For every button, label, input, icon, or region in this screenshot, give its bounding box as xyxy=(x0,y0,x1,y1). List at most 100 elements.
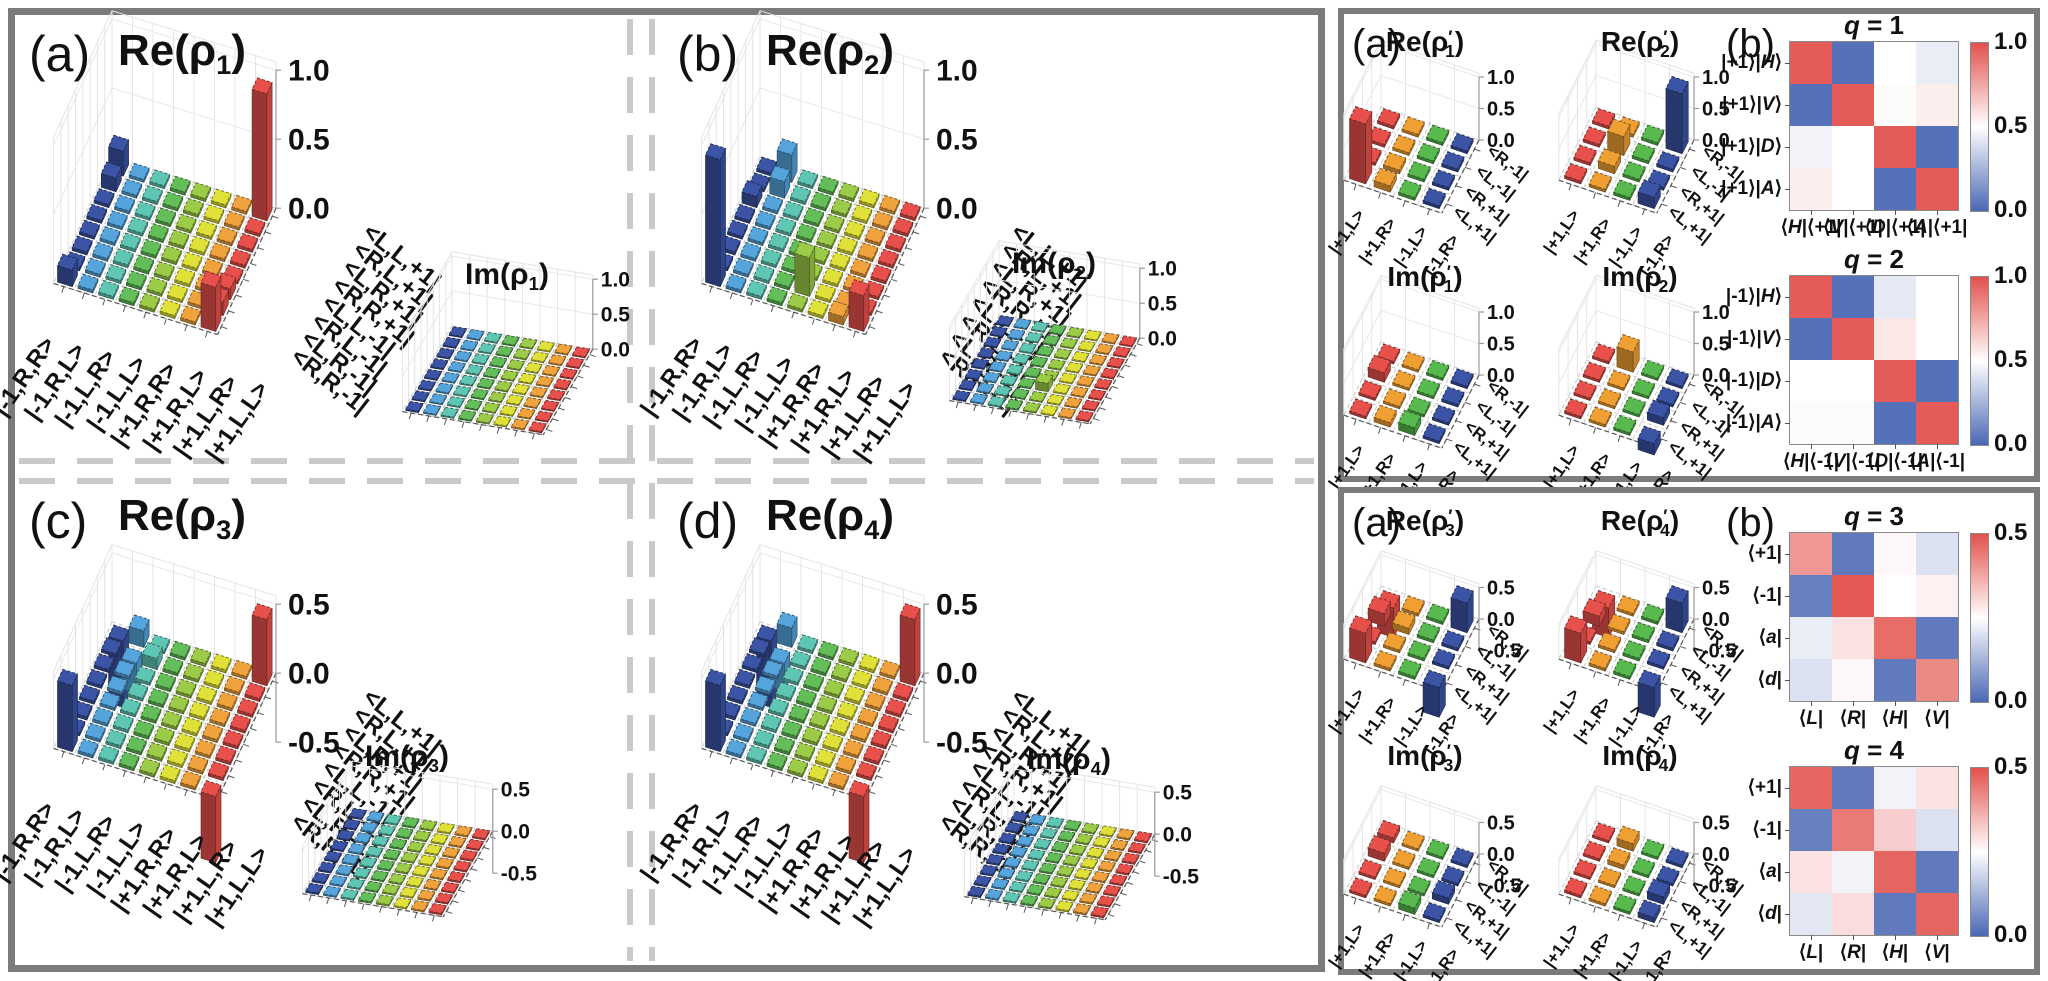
heatmap-col-label: ⟨D|⟨+1| xyxy=(1864,217,1926,238)
heatmap-col-label: ⟨H| xyxy=(1881,708,1909,729)
heatmap-row-tick xyxy=(1785,914,1790,915)
heatmap-cell xyxy=(1790,809,1832,851)
colorbar xyxy=(1970,767,1989,937)
colorbar-tick-label: 0.5 xyxy=(1994,519,2028,546)
heatmap-cell xyxy=(1790,84,1832,126)
heatmap-row-tick xyxy=(1785,105,1790,106)
heatmap-cell xyxy=(1874,617,1916,659)
heatmap-cell xyxy=(1832,809,1874,851)
reduced-matrix-3d-charts-top: 1.00.50.0|+1,L>|+1,R>|-1,L>|-1,R><R,-1|<… xyxy=(1325,26,1747,515)
heatmap-row-label: ⟨a| xyxy=(1758,861,1782,882)
heatmap-row-label: |+1⟩|V⟩ xyxy=(1722,94,1782,115)
divider-horizontal-1 xyxy=(19,458,1314,464)
z-axis-tick-label: 0.5 xyxy=(1702,813,1730,835)
heatmap-col-label: ⟨L| xyxy=(1798,708,1824,729)
heatmap-col-tick xyxy=(1853,210,1854,215)
heatmap-row-label: ⟨-1| xyxy=(1752,585,1782,606)
heatmap-row-tick xyxy=(1785,189,1790,190)
chart-title: Re(ρ′ 1) xyxy=(1386,26,1464,61)
heatmap-row-label: |-1⟩|H⟩ xyxy=(1725,286,1782,307)
heatmap-cell xyxy=(1916,533,1958,575)
chart-title: Re(ρ′ 3) xyxy=(1386,505,1464,540)
colorbar-tick-label: 0.5 xyxy=(1994,346,2028,373)
heatmap-col-label: ⟨V| xyxy=(1924,708,1950,729)
heatmap-cell xyxy=(1790,42,1832,84)
heatmap-cell xyxy=(1874,533,1916,575)
heatmap-col-label: ⟨A|⟨-1| xyxy=(1908,451,1966,472)
heatmap-row-label: ⟨d| xyxy=(1757,903,1782,924)
heatmap-cell xyxy=(1916,767,1958,809)
chart-im_p4: 0.50.0-0.5|+1,L>|+1,R>|-1,L>|-1,R><R,-1|… xyxy=(1540,740,1747,981)
heatmap-row-tick xyxy=(1785,872,1790,873)
chart-title: Re(ρ4) xyxy=(766,491,894,545)
heatmap-col-tick xyxy=(1895,210,1896,215)
heatmap-cell xyxy=(1874,659,1916,701)
heatmap-cell xyxy=(1832,659,1874,701)
heatmap-cell xyxy=(1874,893,1916,935)
heatmap-cell xyxy=(1874,575,1916,617)
heatmap-cell xyxy=(1874,767,1916,809)
chart-title: Im(ρ2) xyxy=(1012,247,1096,283)
chart-im_c: 0.5 0.0 -0.5 Im(ρ3) xyxy=(301,740,537,922)
heatmap-cell xyxy=(1832,617,1874,659)
tomography-main-panel: (a) (b) (c) (d) 1.0 0.5 0.0 |-1,R,R> |-1,R,L… xyxy=(0,8,1325,972)
colorbar-tick-label: 0.5 xyxy=(1994,112,2028,139)
heatmap-cell xyxy=(1790,168,1832,210)
left-box-content: (a) (b) (c) (d) 1.0 0.5 0.0 |-1,R,R> |-1,R,L… xyxy=(0,10,1318,965)
z-axis-tick-label: 0.5 xyxy=(936,124,978,157)
heatmap-col-tick xyxy=(1895,935,1896,940)
colorbar-tick-label: 1.0 xyxy=(1994,28,2028,55)
chart-title: Re(ρ′ 2) xyxy=(1601,26,1679,61)
z-axis-tick-label: 0.5 xyxy=(1487,99,1515,121)
chart-im_a: 1.0 0.5 0.0 Im(ρ1) xyxy=(401,251,630,440)
z-axis-tick-label: 1.0 xyxy=(1702,67,1730,89)
heatmap-cell xyxy=(1832,126,1874,168)
heatmap-cell xyxy=(1916,617,1958,659)
heatmap-col-tick xyxy=(1811,210,1812,215)
heatmap-col-tick xyxy=(1853,444,1854,449)
z-axis-tick-label: 0.0 xyxy=(501,821,530,844)
heatmap-cell xyxy=(1916,402,1958,444)
heatmap-col-tick xyxy=(1811,935,1812,940)
heatmap-frame xyxy=(1789,275,1959,445)
heatmap-title-q1: q = 1 xyxy=(1844,10,1904,40)
heatmap-cell xyxy=(1916,360,1958,402)
divider-vertical-1 xyxy=(627,19,633,961)
colorbar xyxy=(1970,276,1989,446)
chart-im_b: 1.0 0.5 0.0 Im(ρ2) xyxy=(948,240,1177,429)
heatmap-frame xyxy=(1789,766,1959,936)
heatmap-cell xyxy=(1874,126,1916,168)
heatmap-col-tick xyxy=(1853,935,1854,940)
heatmap-col-tick xyxy=(1811,701,1812,706)
heatmap-col-tick xyxy=(1937,210,1938,215)
chart-title: Re(ρ2) xyxy=(766,26,894,80)
heatmap-col-tick xyxy=(1937,444,1938,449)
heatmap-cell xyxy=(1916,168,1958,210)
z-axis-tick-label: 0.0 xyxy=(288,658,330,691)
heatmap-row-label: |-1⟩|A⟩ xyxy=(1725,412,1782,433)
heatmap-col-label: ⟨V| xyxy=(1924,942,1950,963)
heatmap-col-label: ⟨R| xyxy=(1839,942,1867,963)
heatmap-cell xyxy=(1916,809,1958,851)
heatmap-frame xyxy=(1789,532,1959,702)
heatmap-col-label: ⟨L| xyxy=(1798,942,1824,963)
heatmap-row-tick xyxy=(1785,381,1790,382)
reduced-matrix-3d-charts-bottom: 0.50.0-0.5|+1,L>|+1,R>|-1,L>|-1,R><R,-1|… xyxy=(1325,505,1747,981)
heatmap-col-tick xyxy=(1937,701,1938,706)
colorbar xyxy=(1970,533,1989,703)
heatmap-cell xyxy=(1832,575,1874,617)
z-axis-tick-label: 0.5 xyxy=(936,589,978,622)
heatmap-cell xyxy=(1790,318,1832,360)
heatmap-cell xyxy=(1874,402,1916,444)
heatmap-row-tick xyxy=(1785,680,1790,681)
z-axis-tick-label: 0.0 xyxy=(1487,130,1515,152)
heatmap-row-tick xyxy=(1785,788,1790,789)
z-axis-tick-label: 0.5 xyxy=(1487,813,1515,835)
colorbar-tick-label: 0.0 xyxy=(1994,921,2028,948)
heatmap-row-label: ⟨a| xyxy=(1758,627,1782,648)
heatmap-cell xyxy=(1832,851,1874,893)
z-axis-tick-label: 0.0 xyxy=(288,193,330,226)
chart-re_c: 0.50.0-0.5|-1,R,R>|-1,R,L>|-1,L,R>|-1,L,… xyxy=(0,491,446,931)
heatmap-cell xyxy=(1790,533,1832,575)
heatmap-col-tick xyxy=(1895,444,1896,449)
